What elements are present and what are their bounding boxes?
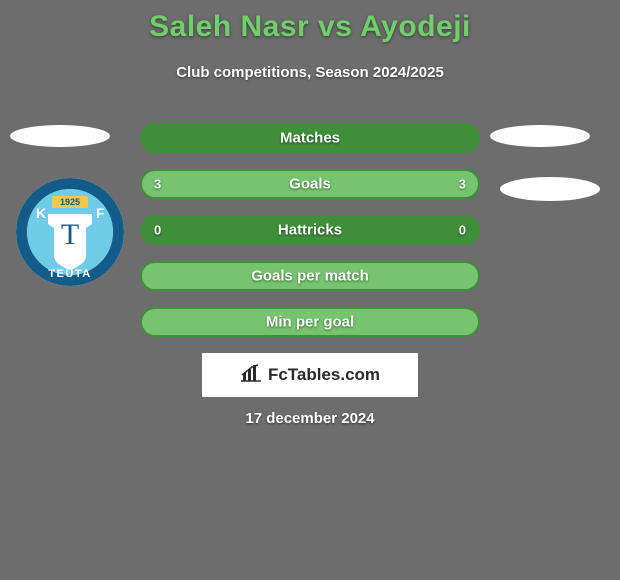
stat-label: Goals per match — [142, 268, 478, 285]
left-player-pill — [10, 125, 110, 147]
stat-label: Hattricks — [142, 222, 478, 239]
brand-attribution: FcTables.com — [202, 353, 418, 397]
logo-letter-t: T — [61, 218, 79, 251]
comparison-graphic: Saleh Nasr vs Ayodeji Club competitions,… — [0, 0, 620, 580]
stat-right-value: 0 — [459, 223, 466, 238]
date-text: 17 december 2024 — [245, 410, 374, 427]
stat-bar-hattricks: Hattricks0 0 — [140, 215, 480, 245]
stat-left-value: 0 — [154, 223, 161, 238]
stat-right-value: 3 — [459, 177, 466, 192]
page-title: Saleh Nasr vs Ayodeji — [0, 10, 620, 44]
stat-label: Min per goal — [142, 314, 478, 331]
logo-letter-f: F — [96, 205, 105, 221]
stat-bar-matches: Matches — [140, 123, 480, 153]
logo-letter-k: K — [36, 205, 46, 221]
right-player-pill-2 — [500, 177, 600, 201]
stat-bar-min-per-goal: Min per goal — [140, 307, 480, 337]
stat-left-value: 3 — [154, 177, 161, 192]
stat-bar-goals: Goals3 3 — [140, 169, 480, 199]
subtitle: Club competitions, Season 2024/2025 — [0, 64, 620, 81]
stat-bar-goals-per-match: Goals per match — [140, 261, 480, 291]
stat-label: Goals — [142, 176, 478, 193]
snapshot-date: 17 december 2024 — [0, 410, 620, 427]
stat-label: Matches — [142, 130, 478, 147]
club-logo-teuta: 1925 K F T TEUTA — [16, 178, 124, 286]
brand-text: FcTables.com — [268, 365, 380, 385]
subtitle-text: Club competitions, Season 2024/2025 — [176, 64, 444, 81]
logo-club-name: TEUTA — [48, 268, 91, 280]
logo-year: 1925 — [60, 197, 80, 207]
right-player-pill-1 — [490, 125, 590, 147]
bars-chart-icon — [240, 364, 262, 387]
title-text: Saleh Nasr vs Ayodeji — [149, 10, 471, 43]
